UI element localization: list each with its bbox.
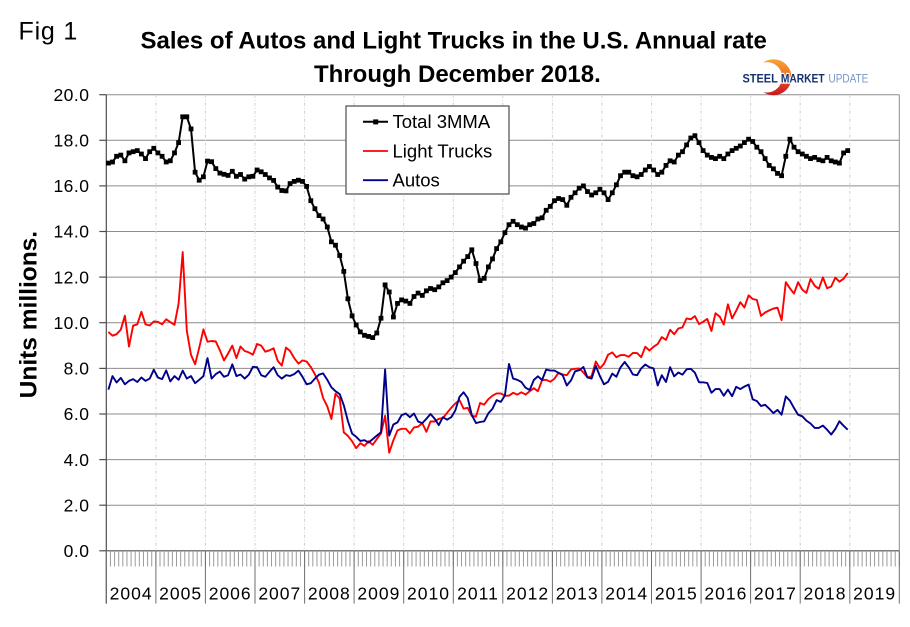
svg-text:2004: 2004 xyxy=(110,584,153,604)
svg-text:Fig 1: Fig 1 xyxy=(19,18,79,46)
svg-text:2015: 2015 xyxy=(655,584,698,604)
svg-text:14.0: 14.0 xyxy=(53,222,89,242)
svg-text:2012: 2012 xyxy=(506,584,549,604)
svg-text:2019: 2019 xyxy=(853,584,896,604)
svg-text:2.0: 2.0 xyxy=(64,495,90,515)
svg-text:18.0: 18.0 xyxy=(53,131,89,151)
svg-text:Light Trucks: Light Trucks xyxy=(393,140,493,161)
svg-text:STEEL: STEEL xyxy=(743,71,779,85)
svg-text:MARKET: MARKET xyxy=(781,71,825,85)
svg-text:Through December 2018.: Through December 2018. xyxy=(314,61,601,88)
svg-text:Sales of Autos and Light Truck: Sales of Autos and Light Trucks in the U… xyxy=(141,28,767,55)
svg-text:2007: 2007 xyxy=(258,584,301,604)
svg-text:2009: 2009 xyxy=(357,584,400,604)
svg-text:6.0: 6.0 xyxy=(64,404,90,424)
svg-text:2014: 2014 xyxy=(605,584,648,604)
svg-text:20.0: 20.0 xyxy=(53,85,89,105)
svg-text:4.0: 4.0 xyxy=(64,450,90,470)
svg-text:16.0: 16.0 xyxy=(53,176,89,196)
svg-text:2010: 2010 xyxy=(407,584,450,604)
svg-text:Units millions.: Units millions. xyxy=(16,231,43,398)
svg-text:UPDATE: UPDATE xyxy=(829,71,869,85)
svg-text:Autos: Autos xyxy=(393,170,440,191)
svg-text:2013: 2013 xyxy=(556,584,599,604)
svg-text:2018: 2018 xyxy=(804,584,847,604)
svg-text:10.0: 10.0 xyxy=(53,313,89,333)
svg-text:2005: 2005 xyxy=(159,584,202,604)
svg-text:Total 3MMA: Total 3MMA xyxy=(393,111,491,132)
svg-text:2016: 2016 xyxy=(704,584,747,604)
svg-text:8.0: 8.0 xyxy=(64,359,90,379)
svg-text:2017: 2017 xyxy=(754,584,797,604)
svg-text:2006: 2006 xyxy=(209,584,252,604)
svg-text:2008: 2008 xyxy=(308,584,351,604)
svg-text:12.0: 12.0 xyxy=(53,267,89,287)
svg-text:0.0: 0.0 xyxy=(64,541,90,561)
svg-text:2011: 2011 xyxy=(457,584,499,604)
